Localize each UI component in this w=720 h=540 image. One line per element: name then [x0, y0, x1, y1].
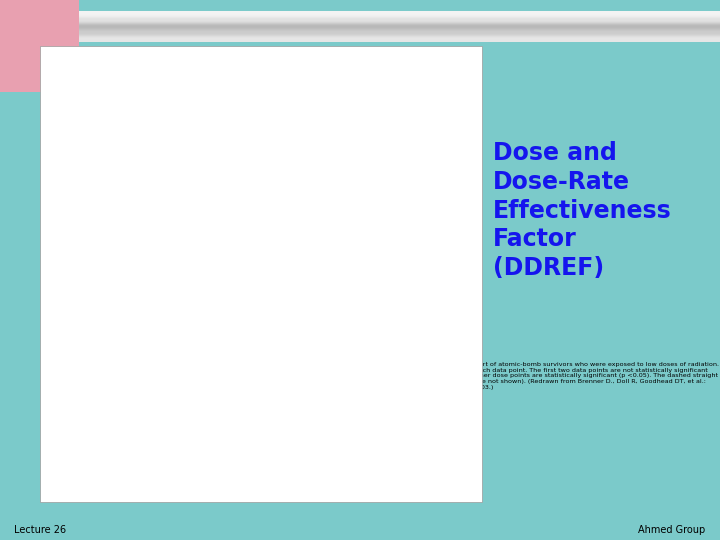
Text: 39
mSv: 39 mSv [314, 160, 330, 173]
Text: Lecture 26: Lecture 26 [14, 524, 66, 535]
X-axis label: Dose Range in Group (mSv): Dose Range in Group (mSv) [198, 390, 360, 401]
Text: 47
mSv: 47 mSv [377, 84, 393, 97]
FancyBboxPatch shape [0, 0, 83, 101]
Text: Mean
dose:
20
mSv: Mean dose: 20 mSv [95, 148, 114, 176]
Text: 29
mSv: 29 mSv [164, 145, 180, 158]
Text: Estimated excess relative risk (±1 SE) of mortality from solid cancers among gro: Estimated excess relative risk (±1 SE) o… [96, 362, 719, 390]
Text: Ahmed Group: Ahmed Group [639, 524, 706, 535]
Text: Dose and
Dose-Rate
Effectiveness
Factor
(DDREF): Dose and Dose-Rate Effectiveness Factor … [493, 141, 672, 280]
Text: O=not statistically significant;  ■= statistically significant [P<0.05]: O=not statistically significant; ■= stat… [105, 61, 366, 70]
Text: 34
mSv: 34 mSv [232, 93, 248, 106]
Y-axis label: ERR for Group: ERR for Group [45, 174, 55, 258]
Text: FIGURE 10.7: FIGURE 10.7 [47, 362, 96, 368]
